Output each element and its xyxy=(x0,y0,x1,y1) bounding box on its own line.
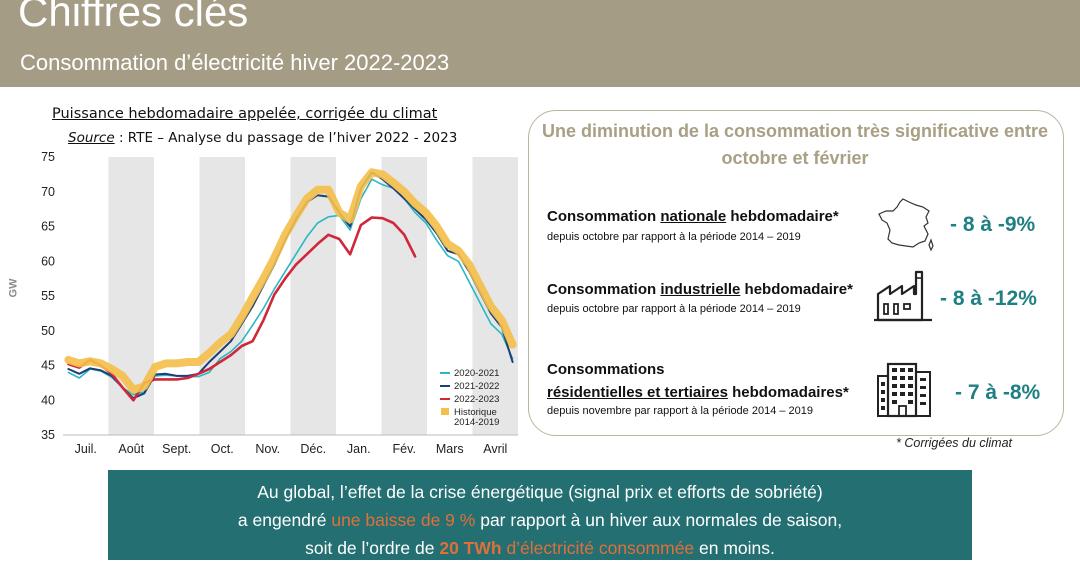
series-line-hist xyxy=(64,168,517,394)
x-tick-label: Août xyxy=(118,442,144,456)
header-bar: Chiffres clés Consommation d’électricité… xyxy=(0,0,1080,87)
series-line-s2020 xyxy=(67,178,514,396)
summary-panel xyxy=(528,110,1064,436)
y-tick-label: 65 xyxy=(41,220,55,234)
y-tick-label: 60 xyxy=(41,254,55,268)
banner-line-3: soit de l’ordre de 20 TWh d’électricité … xyxy=(108,534,972,562)
x-tick-label: Avril xyxy=(483,442,507,456)
metric-national-label-pre: Consommation xyxy=(547,208,661,225)
metric-national-sub: depuis octobre par rapport à la période … xyxy=(547,231,801,243)
building-icon xyxy=(877,362,931,418)
banner-highlight-twh: 20 TWh xyxy=(439,538,502,558)
source-label: Source xyxy=(68,130,115,146)
y-tick-label: 40 xyxy=(41,393,55,407)
source-text: : RTE – Analyse du passage de l’hiver 20… xyxy=(114,130,458,146)
y-axis-label: GW xyxy=(7,278,20,298)
france-map-icon xyxy=(878,198,934,252)
x-tick-label: Nov. xyxy=(255,442,280,456)
banner-line-1: Au global, l’effet de la crise énergétiq… xyxy=(257,482,823,502)
legend-label: Historique xyxy=(454,407,497,418)
month-band xyxy=(290,157,336,435)
y-tick-label: 75 xyxy=(41,150,55,164)
metric-residential-label-post: hebdomadaires* xyxy=(727,384,849,401)
legend-label: 2014-2019 xyxy=(454,417,499,428)
chart-title: Puissance hebdomadaire appelée, corrigée… xyxy=(52,106,438,122)
x-tick-label: Fév. xyxy=(393,442,416,456)
footnote: * Corrigées du climat xyxy=(896,436,1013,450)
x-tick-label: Jan. xyxy=(347,442,371,456)
x-tick-label: Juil. xyxy=(75,442,97,456)
month-band xyxy=(199,157,245,435)
metric-residential-label-underline: résidentielles et tertiaires xyxy=(547,384,728,401)
month-band xyxy=(472,157,518,435)
x-tick-label: Oct. xyxy=(211,442,234,456)
metric-residential-label: résidentielles et tertiaires hebdomadair… xyxy=(547,384,849,401)
legend-label: 2021-2022 xyxy=(454,381,499,392)
metric-industrial-label-post: hebdomadaire* xyxy=(740,281,853,298)
banner-highlight-electricity: d’électricité consommée xyxy=(501,538,695,558)
metric-residential-sub: depuis novembre par rapport à la période… xyxy=(547,405,814,417)
metric-national-value: - 8 à -9% xyxy=(950,213,1036,236)
metric-residential-label-line1: Consommations xyxy=(547,361,665,378)
summary-banner: Au global, l’effet de la crise énergétiq… xyxy=(108,470,972,560)
page-title: Chiffres clés xyxy=(18,0,249,35)
legend-label: 2020-2021 xyxy=(454,368,499,379)
series-line-s2022 xyxy=(67,216,417,402)
y-tick-label: 50 xyxy=(41,324,55,338)
metric-national-label: Consommation nationale hebdomadaire* xyxy=(547,208,839,225)
x-tick-label: Sept. xyxy=(162,442,191,456)
metric-industrial-label-pre: Consommation xyxy=(547,281,661,298)
banner-line-2-pre: a engendré xyxy=(237,510,332,530)
legend-swatch-hist xyxy=(441,408,449,415)
metric-national-label-post: hebdomadaire* xyxy=(726,208,839,225)
banner-line-2: a engendré une baisse de 9 % par rapport… xyxy=(108,506,972,534)
banner-line-3-post: en moins. xyxy=(694,538,775,558)
y-tick-label: 45 xyxy=(41,359,55,373)
metric-industrial-label: Consommation industrielle hebdomadaire* xyxy=(547,281,853,298)
chart-source: Source : RTE – Analyse du passage de l’h… xyxy=(68,130,457,146)
banner-line-3-pre: soit de l’ordre de xyxy=(305,538,440,558)
legend-label: 2022-2023 xyxy=(454,394,499,405)
banner-highlight-drop: une baisse de 9 % xyxy=(331,510,476,530)
metric-national-label-underline: nationale xyxy=(660,208,727,225)
consumption-chart: Juil. Août Sept. Oct. Nov. Déc. Jan. Fév. Mars Av… xyxy=(41,150,518,456)
y-tick-label: 70 xyxy=(41,185,55,199)
metric-industrial-value: - 8 à -12% xyxy=(940,287,1037,310)
panel-heading: Une diminution de la consommation très s… xyxy=(541,121,1049,168)
metric-industrial-sub: depuis octobre par rapport à la période … xyxy=(547,303,801,315)
banner-line-2-post: par rapport à un hiver aux normales de s… xyxy=(475,510,843,530)
y-tick-label: 35 xyxy=(41,428,55,442)
metric-residential-value: - 7 à -8% xyxy=(955,381,1041,404)
y-tick-label: 55 xyxy=(41,289,55,303)
metric-industrial-label-underline: industrielle xyxy=(660,281,741,298)
x-tick-label: Mars xyxy=(436,442,464,456)
page-subtitle: Consommation d’électricité hiver 2022-20… xyxy=(20,50,450,75)
factory-icon xyxy=(874,270,932,322)
x-tick-label: Déc. xyxy=(300,442,326,456)
